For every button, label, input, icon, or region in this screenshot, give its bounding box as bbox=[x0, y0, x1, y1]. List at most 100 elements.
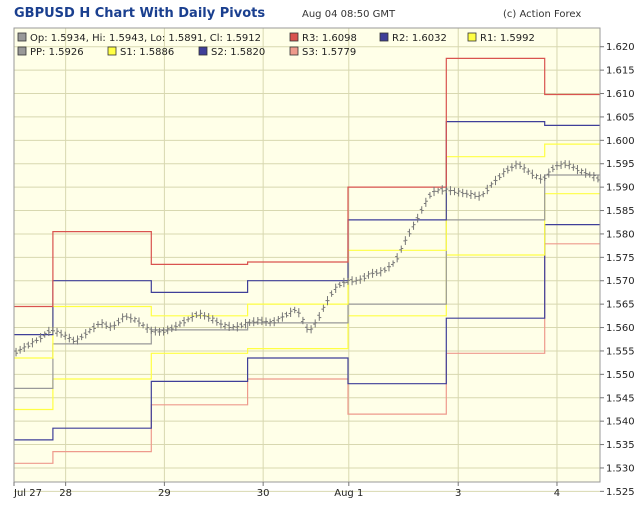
legend-label-r2: R2: 1.6032 bbox=[392, 33, 447, 44]
price-bar bbox=[370, 268, 375, 278]
price-bar bbox=[526, 168, 531, 175]
y-axis: 1.620 1.615 1.610 1.605 1.600 1.595 1.590 1.585… bbox=[600, 42, 635, 498]
price-bar bbox=[468, 190, 473, 199]
price-bar bbox=[276, 315, 281, 323]
price-bar bbox=[67, 333, 72, 343]
price-bar bbox=[477, 191, 482, 201]
legend-label-s1: S1: 1.5886 bbox=[120, 47, 174, 58]
price-bar bbox=[456, 187, 461, 197]
price-bar bbox=[34, 337, 39, 344]
price-bar bbox=[255, 317, 260, 325]
price-bar bbox=[464, 189, 469, 198]
price-bar bbox=[350, 276, 355, 286]
price-bar bbox=[30, 338, 35, 348]
price-bar bbox=[419, 206, 424, 214]
price-bar bbox=[452, 187, 457, 196]
price-bar bbox=[268, 318, 273, 327]
price-bar bbox=[485, 184, 490, 195]
price-bar bbox=[141, 322, 146, 329]
price-bar bbox=[333, 283, 338, 294]
price-bar bbox=[26, 341, 31, 349]
price-bar bbox=[210, 315, 215, 324]
price-bar bbox=[100, 319, 105, 329]
price-bar bbox=[378, 267, 383, 277]
price-bar bbox=[530, 169, 535, 179]
price-bar bbox=[55, 327, 60, 337]
price-bar bbox=[522, 163, 527, 173]
price-bar bbox=[169, 324, 174, 333]
price-bar bbox=[513, 160, 518, 170]
price-bar bbox=[112, 321, 117, 330]
price-bar bbox=[444, 186, 449, 194]
legend-swatch-ohlc bbox=[17, 32, 27, 42]
price-bar bbox=[136, 317, 141, 327]
legend-label-s3: S3: 1.5779 bbox=[302, 47, 356, 58]
legend-swatch-s2 bbox=[198, 46, 208, 56]
legend-ohlc-label: Op: 1.5934, Hi: 1.5943, Lo: 1.5891, Cl: … bbox=[30, 33, 261, 44]
y-tick-label: 1.570 bbox=[606, 276, 635, 287]
y-tick-label: 1.530 bbox=[606, 463, 635, 474]
price-bar bbox=[436, 187, 441, 194]
price-bar bbox=[497, 173, 502, 181]
price-bar bbox=[366, 271, 371, 279]
chart-copyright: (c) Action Forex bbox=[503, 9, 582, 20]
price-bar bbox=[341, 277, 346, 288]
y-tick-label: 1.620 bbox=[606, 42, 635, 53]
x-tick-label: 30 bbox=[257, 488, 270, 499]
legend-label-pp: PP: 1.5926 bbox=[30, 47, 84, 58]
price-bar bbox=[358, 275, 363, 284]
price-bar bbox=[354, 276, 359, 285]
chart-title: GBPUSD H Chart With Daily Pivots bbox=[14, 6, 266, 21]
y-tick-label: 1.615 bbox=[606, 66, 635, 77]
price-bar bbox=[104, 321, 109, 329]
price-bar bbox=[46, 326, 51, 337]
price-bar bbox=[309, 325, 314, 334]
legend-label-s2: S2: 1.5820 bbox=[211, 47, 265, 58]
y-tick-label: 1.595 bbox=[606, 159, 635, 170]
y-tick-label: 1.560 bbox=[606, 323, 635, 334]
price-bar bbox=[374, 269, 379, 276]
x-tick-label: Jul 27 bbox=[13, 488, 42, 499]
price-bar bbox=[182, 317, 187, 327]
price-bar bbox=[296, 308, 301, 318]
x-tick-label: 4 bbox=[554, 488, 560, 499]
price-bar bbox=[587, 171, 592, 178]
price-bar bbox=[395, 253, 400, 263]
y-tick-label: 1.545 bbox=[606, 393, 635, 404]
price-bar bbox=[161, 327, 166, 336]
price-bar bbox=[292, 306, 297, 314]
price-bar bbox=[194, 311, 199, 318]
pivot-lines bbox=[14, 57, 600, 464]
y-tick-label: 1.550 bbox=[606, 370, 635, 381]
legend-swatch-r2 bbox=[379, 32, 389, 42]
price-bar bbox=[489, 181, 494, 188]
x-tick-label: 29 bbox=[158, 488, 171, 499]
price-bar bbox=[153, 326, 158, 336]
grid-lines bbox=[14, 28, 600, 492]
price-bar bbox=[120, 313, 125, 323]
price-bar bbox=[235, 322, 240, 332]
price-bar bbox=[493, 175, 498, 186]
price-bar bbox=[157, 327, 162, 336]
price-bar bbox=[362, 273, 367, 282]
price-bar bbox=[386, 262, 391, 272]
price-bar bbox=[550, 164, 555, 173]
price-bar bbox=[79, 333, 84, 341]
price-bar bbox=[108, 322, 113, 332]
price-bar bbox=[559, 160, 564, 169]
price-bar bbox=[251, 317, 256, 327]
price-bar bbox=[202, 312, 207, 320]
price-bar bbox=[571, 163, 576, 171]
price-bar bbox=[231, 324, 236, 331]
y-tick-label: 1.565 bbox=[606, 300, 635, 311]
price-bar bbox=[407, 228, 412, 237]
price-bar bbox=[206, 313, 211, 322]
pivot-line-r1 bbox=[14, 143, 600, 359]
price-bar bbox=[583, 168, 588, 178]
y-tick-label: 1.605 bbox=[606, 112, 635, 123]
legend: Op: 1.5934, Hi: 1.5943, Lo: 1.5891, Cl: … bbox=[17, 32, 535, 58]
price-bar bbox=[579, 168, 584, 175]
price-bar bbox=[345, 277, 350, 285]
price-bar bbox=[59, 329, 64, 338]
